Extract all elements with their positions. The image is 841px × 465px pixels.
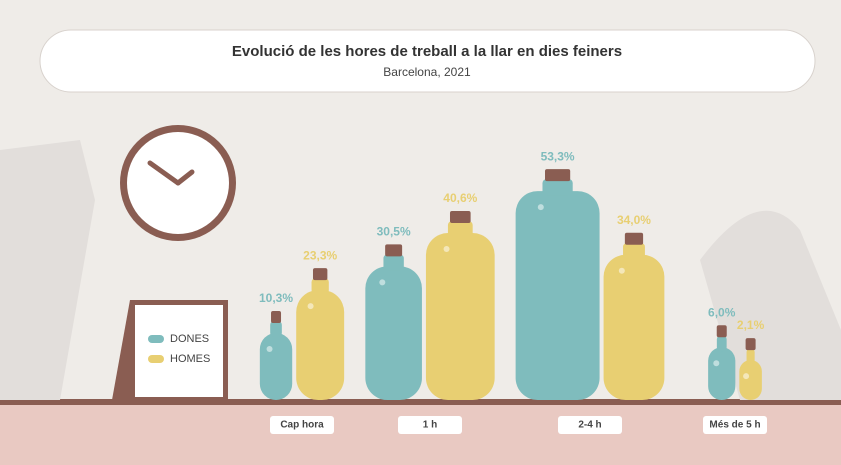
clock-hand — [147, 160, 181, 186]
value-label: 10,3% — [259, 291, 293, 305]
bottle-neck — [447, 221, 473, 238]
category-box — [398, 416, 462, 434]
plot: 10,3% 23,3% Cap hora 30,5% 40,6% 1 h 53,3% 34,0… — [259, 149, 767, 434]
bottle — [259, 333, 293, 400]
bottle — [708, 347, 736, 400]
bottle-cap — [449, 211, 471, 224]
legend: DONES HOMES — [148, 333, 210, 365]
floor — [0, 404, 841, 465]
bottle-shine — [743, 373, 750, 380]
chart-title: Evolució de les hores de treball a la ll… — [232, 43, 622, 60]
value-label: 53,3% — [541, 149, 575, 163]
category-tag: 2-4 h — [558, 416, 622, 434]
bottle — [515, 191, 600, 400]
bottle-shine — [266, 346, 273, 353]
category-box — [703, 416, 767, 434]
shelf — [0, 399, 841, 405]
bottle-cap — [716, 325, 727, 338]
bottle-cap — [745, 338, 756, 351]
bottle — [739, 360, 762, 400]
x-tick-label: 1 h — [423, 420, 437, 431]
bottle — [425, 233, 495, 400]
bottle-neck — [270, 321, 282, 338]
bottle — [296, 290, 345, 400]
title-box — [39, 29, 816, 93]
category-box — [270, 416, 334, 434]
value-label: 40,6% — [443, 191, 477, 205]
bottle-neck — [311, 278, 329, 295]
x-tick-label: Cap hora — [280, 420, 324, 431]
clock-hand — [175, 169, 195, 186]
bottle-neck — [623, 242, 645, 259]
value-label: 6,0% — [708, 305, 736, 319]
bottle-cap — [385, 244, 403, 257]
bottle-neck — [716, 335, 727, 352]
bottle-cap — [312, 268, 328, 281]
category-tag: 1 h — [398, 416, 462, 434]
legend-label: DONES — [170, 333, 209, 345]
bottle-cap — [624, 232, 644, 245]
value-label: 34,0% — [617, 213, 651, 227]
value-label: 30,5% — [377, 225, 411, 239]
bottle-neck — [542, 179, 573, 196]
category-tag: Cap hora — [270, 416, 334, 434]
category-box — [558, 416, 622, 434]
bottle-shine — [537, 204, 544, 211]
legend-swatch — [148, 335, 164, 343]
glove-decoration — [700, 210, 841, 400]
bottle-shine — [443, 246, 450, 253]
bottle-shine — [618, 267, 625, 274]
bottle-neck — [746, 348, 755, 365]
legend-label: HOMES — [170, 353, 210, 365]
chart-subtitle: Barcelona, 2021 — [383, 65, 471, 79]
x-tick-label: 2-4 h — [578, 420, 601, 431]
bottle-cap — [545, 169, 571, 182]
bottle — [603, 254, 665, 400]
bottle-shine — [713, 360, 720, 367]
bottle-shine — [307, 303, 314, 310]
bottle — [365, 266, 422, 400]
spray-decoration — [0, 140, 95, 400]
category-tag: Més de 5 h — [703, 416, 767, 434]
value-label: 23,3% — [303, 248, 337, 262]
x-tick-label: Més de 5 h — [709, 420, 760, 431]
legend-swatch — [148, 355, 164, 363]
bottle-shine — [379, 279, 386, 286]
legend-board — [135, 305, 223, 397]
bottle-cap — [271, 311, 282, 324]
bottle-neck — [383, 254, 404, 271]
value-label: 2,1% — [737, 318, 765, 332]
